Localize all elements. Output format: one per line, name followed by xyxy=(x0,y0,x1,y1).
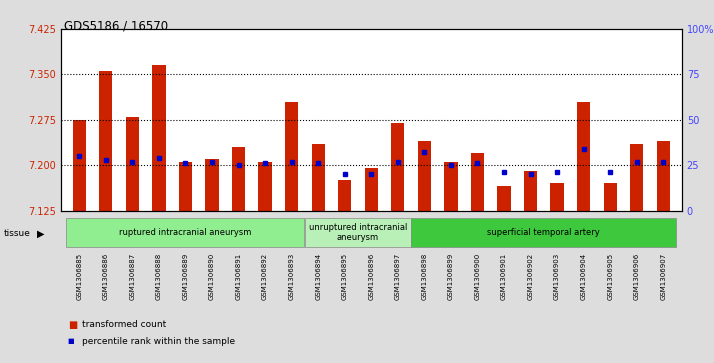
Bar xyxy=(311,144,325,211)
Bar xyxy=(603,183,617,211)
Text: GSM1306892: GSM1306892 xyxy=(262,253,268,300)
Text: GSM1306887: GSM1306887 xyxy=(129,253,136,300)
Text: GSM1306899: GSM1306899 xyxy=(448,253,454,300)
Text: GSM1306902: GSM1306902 xyxy=(528,253,533,300)
Text: GSM1306907: GSM1306907 xyxy=(660,253,666,300)
Text: GSM1306900: GSM1306900 xyxy=(475,253,481,300)
Bar xyxy=(73,120,86,211)
Bar xyxy=(657,141,670,211)
Bar xyxy=(524,171,537,211)
Bar xyxy=(411,217,676,247)
Bar xyxy=(577,102,590,211)
Text: GSM1306896: GSM1306896 xyxy=(368,253,374,300)
Text: GSM1306890: GSM1306890 xyxy=(209,253,215,300)
Text: GSM1306885: GSM1306885 xyxy=(76,253,82,300)
Bar xyxy=(285,102,298,211)
Text: transformed count: transformed count xyxy=(82,321,166,329)
Text: GSM1306905: GSM1306905 xyxy=(607,253,613,300)
Bar xyxy=(444,162,458,211)
Text: tissue: tissue xyxy=(4,229,31,237)
Text: GSM1306903: GSM1306903 xyxy=(554,253,560,300)
Text: ■: ■ xyxy=(68,338,74,344)
Text: ■: ■ xyxy=(68,320,77,330)
Text: GSM1306901: GSM1306901 xyxy=(501,253,507,300)
Bar xyxy=(305,217,411,247)
Text: GSM1306888: GSM1306888 xyxy=(156,253,162,300)
Bar xyxy=(206,159,218,211)
Bar xyxy=(498,186,511,211)
Bar xyxy=(365,168,378,211)
Bar xyxy=(232,147,245,211)
Bar xyxy=(550,183,564,211)
Text: superficial temporal artery: superficial temporal artery xyxy=(488,228,600,237)
Text: GSM1306889: GSM1306889 xyxy=(183,253,188,300)
Bar xyxy=(258,162,272,211)
Text: GSM1306904: GSM1306904 xyxy=(580,253,587,300)
Text: ▶: ▶ xyxy=(37,229,45,239)
Text: GDS5186 / 16570: GDS5186 / 16570 xyxy=(64,20,169,33)
Text: GSM1306898: GSM1306898 xyxy=(421,253,428,300)
Text: GSM1306897: GSM1306897 xyxy=(395,253,401,300)
Text: percentile rank within the sample: percentile rank within the sample xyxy=(82,337,235,346)
Text: ruptured intracranial aneurysm: ruptured intracranial aneurysm xyxy=(119,228,251,237)
Bar xyxy=(99,72,112,211)
Text: GSM1306895: GSM1306895 xyxy=(342,253,348,300)
Text: GSM1306906: GSM1306906 xyxy=(634,253,640,300)
Bar xyxy=(66,217,304,247)
Text: GSM1306894: GSM1306894 xyxy=(315,253,321,300)
Bar xyxy=(471,153,484,211)
Bar xyxy=(178,162,192,211)
Bar xyxy=(152,65,166,211)
Bar xyxy=(630,144,643,211)
Bar xyxy=(338,180,351,211)
Bar xyxy=(391,123,404,211)
Text: GSM1306886: GSM1306886 xyxy=(103,253,109,300)
Text: GSM1306893: GSM1306893 xyxy=(288,253,295,300)
Bar xyxy=(126,117,139,211)
Text: GSM1306891: GSM1306891 xyxy=(236,253,241,300)
Bar xyxy=(418,141,431,211)
Text: unruptured intracranial
aneurysm: unruptured intracranial aneurysm xyxy=(309,223,407,242)
